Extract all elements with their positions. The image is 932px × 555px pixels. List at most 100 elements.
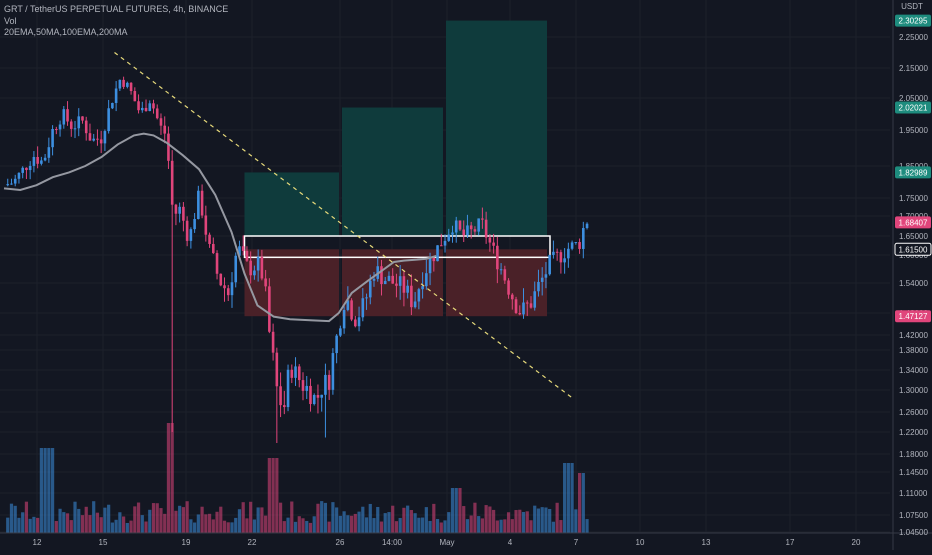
- volume-bar: [6, 517, 10, 533]
- candle-body: [163, 125, 167, 134]
- price-label-text: 2.02021: [899, 104, 928, 113]
- candle-body: [481, 218, 484, 220]
- candle-body: [544, 274, 548, 278]
- volume-bar: [65, 513, 70, 533]
- y-tick-label: 1.30000: [899, 386, 928, 395]
- volume-bar: [133, 506, 137, 533]
- candle-body: [84, 120, 88, 134]
- volume-bar: [305, 520, 309, 533]
- volume-bar: [136, 502, 141, 533]
- ma-line: [3, 132, 437, 323]
- candle-body: [226, 288, 230, 296]
- volume-bar: [193, 522, 197, 533]
- volume-bar: [226, 522, 230, 533]
- candle-body: [413, 301, 417, 308]
- price-label-box: [895, 310, 931, 323]
- volume-bar: [9, 503, 14, 533]
- candle-body: [268, 286, 271, 332]
- volume-bar: [200, 506, 204, 533]
- volume-bar: [144, 521, 148, 533]
- candle-body: [182, 206, 185, 221]
- volume-bar: [189, 519, 193, 533]
- candle-body: [253, 270, 256, 276]
- candle-body: [234, 255, 238, 283]
- price-label-text: 1.61500: [899, 245, 928, 254]
- volume-bar: [413, 513, 417, 533]
- volume-bar: [357, 511, 361, 533]
- candle-body: [103, 131, 107, 144]
- volume-bar: [47, 448, 51, 533]
- candle-body: [518, 312, 522, 315]
- candle-body: [152, 103, 155, 109]
- x-tick-label: 13: [702, 538, 711, 547]
- volume-bar: [439, 522, 443, 533]
- volume-bar: [364, 517, 369, 533]
- candle-body: [432, 257, 436, 262]
- volume-bar: [178, 505, 182, 533]
- chart-title: GRT / TetherUS PERPETUAL FUTURES, 4h, BI…: [4, 4, 229, 14]
- candle-body: [88, 133, 92, 141]
- candle-body: [290, 369, 294, 378]
- volume-bar: [477, 516, 481, 533]
- candle-body: [428, 257, 432, 274]
- candle-body: [275, 352, 279, 387]
- volume-bar: [237, 509, 242, 533]
- candle-body: [492, 242, 495, 246]
- volume-bar: [170, 423, 174, 533]
- candle-body: [425, 273, 428, 287]
- volume-bar: [570, 463, 574, 533]
- candle-body: [92, 138, 95, 141]
- candle-body: [260, 256, 264, 279]
- volume-bar: [95, 512, 100, 533]
- candle-body: [21, 167, 24, 173]
- candle-body: [77, 116, 81, 129]
- volume-bar: [207, 513, 212, 533]
- volume-bar: [110, 522, 114, 533]
- volume-bar: [211, 519, 215, 533]
- volume-bar: [417, 517, 421, 533]
- candle-body: [81, 116, 84, 121]
- candle-body: [114, 88, 118, 103]
- candle-body: [439, 245, 443, 247]
- y-tick-label: 1.54000: [899, 279, 928, 288]
- volume-bar: [492, 509, 496, 533]
- candle-body: [469, 225, 473, 230]
- candle-body: [507, 280, 510, 295]
- candle-body: [421, 286, 424, 290]
- candle-body: [271, 331, 275, 353]
- target-zone-3: [446, 20, 547, 237]
- candle-body: [155, 108, 159, 119]
- volume-bar: [125, 522, 129, 533]
- candle-body: [294, 366, 297, 378]
- candle-body: [51, 128, 54, 148]
- candle-body: [111, 102, 114, 109]
- volume-legend: Vol: [4, 16, 17, 26]
- candle-body: [320, 394, 323, 398]
- volume-bar: [99, 517, 103, 533]
- candle-body: [208, 234, 211, 244]
- volume-bar: [256, 507, 260, 533]
- candle-body: [256, 256, 260, 271]
- candle-body: [122, 79, 125, 87]
- volume-bar: [409, 510, 413, 533]
- candle-body: [451, 232, 454, 235]
- candle-body: [458, 220, 462, 230]
- volume-bar: [551, 521, 556, 533]
- candle-body: [533, 291, 537, 308]
- candle-body: [238, 246, 241, 256]
- candle-body: [473, 229, 477, 232]
- volume-bar: [159, 508, 163, 533]
- volume-bar: [473, 502, 477, 533]
- volume-bar: [559, 520, 563, 533]
- candle-body: [167, 133, 170, 161]
- volume-bar: [43, 448, 47, 533]
- x-tick-label: 10: [636, 538, 645, 547]
- candle-body: [387, 275, 391, 281]
- candle-body: [484, 219, 488, 238]
- candle-body: [346, 300, 350, 310]
- volume-bar: [24, 501, 29, 533]
- candle-body: [17, 172, 21, 179]
- candle-body: [47, 147, 51, 158]
